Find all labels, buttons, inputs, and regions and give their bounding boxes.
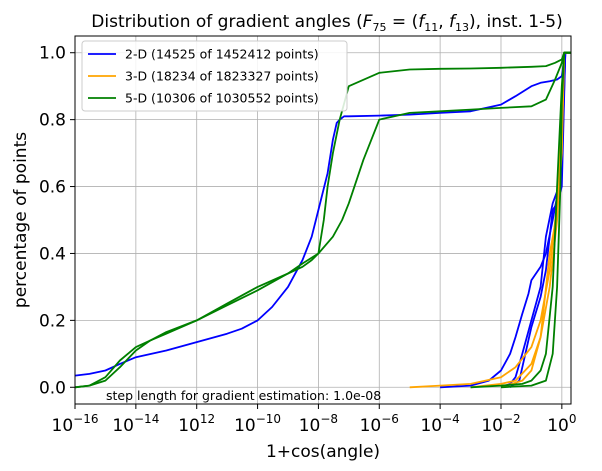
- chart-title: Distribution of gradient angles (F75 = (…: [91, 12, 562, 34]
- x-axis-label: 1+cos(angle): [266, 442, 380, 462]
- series-line: [74, 51, 571, 389]
- y-axis: 0.0 0.2 0.4 0.6 0.8 1.0: [39, 44, 75, 398]
- x-tick-label: 10−10: [234, 412, 281, 436]
- y-tick-label: 1.0: [39, 44, 66, 64]
- y-tick-label: 0.2: [39, 311, 66, 331]
- legend: 2-D (14525 of 1452412 points) 3-D (18234 …: [81, 40, 348, 112]
- plot-frame: [74, 35, 572, 405]
- y-axis-label: percentage of points: [11, 132, 31, 308]
- y-tick-label: 0.4: [39, 244, 66, 264]
- legend-label: 5-D (10306 of 1030552 points): [125, 91, 319, 106]
- y-tick-label: 0.8: [39, 111, 66, 131]
- annotation: step length for gradient estimation: 1.0…: [106, 388, 381, 403]
- x-axis: 10−16 10−14 1012 10−10 10−8 10−6 10−4 10−2 100: [52, 404, 576, 436]
- x-tick-label: 10−4: [420, 412, 459, 436]
- legend-label: 3-D (18234 of 1823327 points): [125, 69, 319, 84]
- y-tick-label: 0.0: [39, 378, 66, 398]
- x-tick-label: 10−2: [481, 412, 520, 436]
- x-tick-label: 10−16: [52, 412, 99, 436]
- series-layer: [74, 51, 571, 389]
- series-3: [74, 51, 571, 389]
- series-line: [74, 51, 571, 389]
- legend-label: 2-D (14525 of 1452412 points): [125, 47, 319, 62]
- series-line: [500, 51, 571, 389]
- x-tick-label: 10−14: [112, 412, 159, 436]
- legend-box: [81, 40, 348, 112]
- x-tick-label: 1012: [178, 412, 215, 436]
- x-tick-label: 10−8: [299, 412, 338, 436]
- series-line: [74, 51, 571, 377]
- x-tick-label: 100: [547, 412, 576, 436]
- y-tick-label: 0.6: [39, 178, 66, 198]
- x-tick-label: 10−6: [360, 412, 399, 436]
